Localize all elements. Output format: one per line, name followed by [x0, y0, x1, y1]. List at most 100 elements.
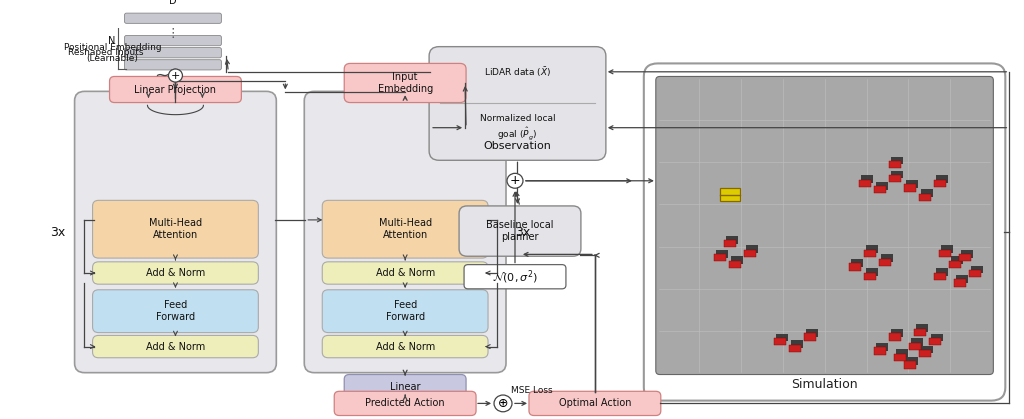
Text: Feed
Forward: Feed Forward	[156, 300, 195, 322]
Text: Input
Embedding: Input Embedding	[378, 72, 433, 94]
Polygon shape	[851, 259, 863, 267]
Polygon shape	[914, 328, 926, 336]
Polygon shape	[891, 157, 903, 164]
Text: ⋮: ⋮	[167, 27, 179, 40]
FancyBboxPatch shape	[323, 262, 488, 284]
Text: Optimal Action: Optimal Action	[559, 398, 631, 409]
Text: Linear: Linear	[390, 382, 421, 392]
Polygon shape	[906, 180, 918, 188]
Polygon shape	[790, 344, 801, 352]
Text: Add & Norm: Add & Norm	[376, 268, 435, 278]
Text: +: +	[510, 174, 520, 187]
Polygon shape	[791, 340, 803, 348]
Polygon shape	[909, 343, 921, 350]
Text: Observation: Observation	[483, 141, 552, 151]
FancyBboxPatch shape	[125, 48, 221, 58]
Polygon shape	[724, 240, 736, 248]
Circle shape	[507, 173, 523, 188]
Polygon shape	[921, 346, 933, 354]
Text: Normalized local
goal ($\hat{P}_g$): Normalized local goal ($\hat{P}_g$)	[479, 114, 555, 142]
Text: +: +	[171, 70, 180, 80]
Text: LiDAR data ($\bar{X}$): LiDAR data ($\bar{X}$)	[484, 65, 551, 79]
FancyBboxPatch shape	[344, 63, 466, 103]
Polygon shape	[971, 266, 983, 273]
Text: Add & Norm: Add & Norm	[145, 341, 205, 352]
Text: Linear Projection: Linear Projection	[134, 85, 216, 95]
Polygon shape	[951, 256, 963, 264]
Polygon shape	[891, 171, 903, 178]
FancyBboxPatch shape	[323, 335, 488, 358]
Text: Multi-Head
Attention: Multi-Head Attention	[148, 218, 202, 240]
Circle shape	[169, 69, 182, 82]
Text: Reshaped Inputs: Reshaped Inputs	[68, 48, 143, 57]
Text: MSE Loss: MSE Loss	[511, 386, 553, 395]
Text: N: N	[108, 36, 116, 46]
Text: $\mathcal{N}(0, \sigma^2)$: $\mathcal{N}(0, \sigma^2)$	[492, 268, 538, 285]
Polygon shape	[804, 334, 816, 341]
Polygon shape	[961, 250, 973, 258]
Text: Multi-Head
Attention: Multi-Head Attention	[379, 218, 432, 240]
Polygon shape	[939, 250, 951, 257]
Polygon shape	[949, 261, 961, 268]
Polygon shape	[879, 259, 891, 266]
Polygon shape	[731, 256, 743, 264]
Polygon shape	[876, 343, 888, 351]
Polygon shape	[776, 334, 788, 341]
FancyBboxPatch shape	[92, 262, 258, 284]
Polygon shape	[859, 180, 871, 187]
Polygon shape	[774, 338, 786, 345]
Polygon shape	[729, 261, 741, 268]
FancyBboxPatch shape	[92, 290, 258, 333]
Polygon shape	[936, 175, 948, 183]
Polygon shape	[876, 182, 888, 189]
Polygon shape	[931, 334, 943, 341]
Polygon shape	[891, 329, 903, 337]
FancyBboxPatch shape	[304, 91, 506, 372]
Polygon shape	[959, 254, 971, 261]
Polygon shape	[716, 250, 728, 258]
Polygon shape	[874, 186, 886, 194]
Text: D: D	[169, 0, 177, 6]
Polygon shape	[866, 245, 878, 253]
Polygon shape	[955, 275, 968, 283]
Polygon shape	[874, 347, 886, 354]
FancyBboxPatch shape	[125, 13, 221, 23]
FancyBboxPatch shape	[655, 76, 993, 375]
Polygon shape	[889, 161, 901, 168]
Polygon shape	[921, 189, 933, 197]
Text: Add & Norm: Add & Norm	[376, 341, 435, 352]
FancyBboxPatch shape	[464, 265, 566, 289]
Polygon shape	[934, 273, 946, 280]
Polygon shape	[920, 350, 931, 357]
Polygon shape	[861, 175, 872, 183]
FancyBboxPatch shape	[125, 59, 221, 70]
FancyBboxPatch shape	[344, 375, 466, 399]
Polygon shape	[889, 175, 901, 182]
Polygon shape	[911, 338, 923, 346]
Polygon shape	[726, 236, 738, 243]
FancyBboxPatch shape	[110, 76, 242, 103]
Polygon shape	[744, 250, 757, 257]
FancyBboxPatch shape	[644, 63, 1006, 401]
Polygon shape	[915, 324, 928, 332]
Polygon shape	[904, 361, 916, 369]
Text: Feed
Forward: Feed Forward	[386, 300, 425, 322]
Text: Add & Norm: Add & Norm	[145, 268, 205, 278]
Polygon shape	[849, 264, 861, 271]
FancyBboxPatch shape	[323, 200, 488, 258]
Polygon shape	[954, 279, 966, 287]
Circle shape	[494, 395, 512, 412]
Polygon shape	[920, 194, 931, 201]
Polygon shape	[936, 268, 948, 276]
FancyBboxPatch shape	[125, 36, 221, 46]
Polygon shape	[866, 268, 878, 276]
Text: Predicted Action: Predicted Action	[366, 398, 445, 409]
Polygon shape	[906, 357, 918, 365]
Text: Positional Embedding
(Learnable): Positional Embedding (Learnable)	[63, 44, 161, 63]
Polygon shape	[746, 245, 758, 253]
Text: Baseline local
planner: Baseline local planner	[486, 220, 554, 242]
FancyBboxPatch shape	[334, 391, 476, 416]
FancyBboxPatch shape	[92, 335, 258, 358]
Polygon shape	[889, 334, 901, 341]
Text: ~: ~	[154, 67, 169, 85]
